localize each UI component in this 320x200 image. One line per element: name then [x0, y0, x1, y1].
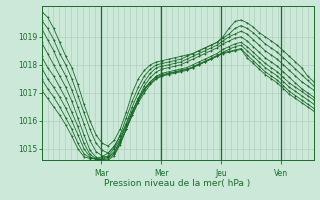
X-axis label: Pression niveau de la mer( hPa ): Pression niveau de la mer( hPa )	[104, 179, 251, 188]
